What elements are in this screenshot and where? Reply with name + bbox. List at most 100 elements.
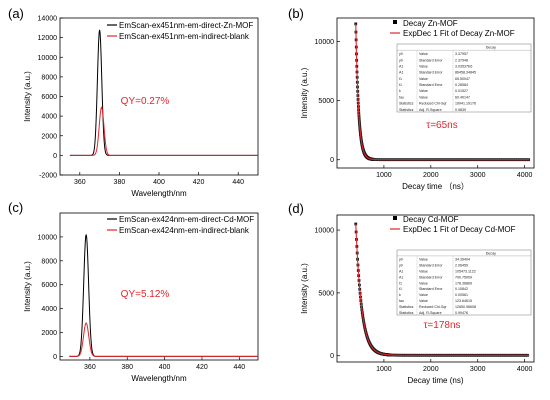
fit-table-cell: A1: [399, 275, 403, 279]
y-tick-label: 0: [330, 353, 334, 360]
fit-table-cell: Reduced Chi-Sqr: [419, 305, 447, 309]
y-tick-label: 6000: [41, 94, 57, 101]
x-axis-title: Decay time (ns): [407, 376, 463, 385]
fit-table-cell: 2.06459: [455, 264, 468, 268]
fit-table-cell: A1: [399, 269, 403, 273]
fit-table-cell: A1: [399, 64, 403, 68]
fit-table-cell: t1: [399, 281, 402, 285]
fit-table-cell: Value: [419, 89, 428, 93]
y-tick-label: 14000: [38, 16, 58, 23]
fit-table-cell: tau: [399, 95, 404, 99]
fit-table-header: Decay: [486, 251, 496, 255]
y-tick-label: 10000: [38, 234, 58, 241]
x-tick-label: 3000: [470, 366, 486, 373]
fit-table-cell: 0.01527: [455, 89, 468, 93]
fit-table-cell: 2.37948: [455, 58, 468, 62]
fit-table-cell: 0.9839: [455, 108, 466, 112]
y-axis-title: Intensity (a.u.): [300, 263, 309, 314]
fit-table: Decay y0 Value 3.37957 y0 Standard Error 2.379…: [396, 43, 532, 113]
x-tick-label: 380: [121, 364, 133, 371]
y-tick-label: 8000: [41, 74, 57, 81]
fit-table-cell: Statistics: [399, 311, 414, 315]
legend-swatch: [393, 216, 397, 220]
fit-table-cell: Standard Error: [419, 58, 443, 62]
series-line-2: [69, 106, 258, 156]
fit-table-cell: Standard Error: [419, 71, 443, 75]
legend-label: EmScan-ex424nm-em-direct-Cd-MOF: [119, 215, 254, 224]
x-tick-label: 420: [193, 179, 205, 186]
fit-table-cell: Standard Error: [419, 264, 443, 268]
x-axis-title: Wavelength/nm: [131, 189, 187, 198]
x-tick-label: 420: [196, 364, 208, 371]
x-tick-label: 380: [114, 179, 126, 186]
legend-label: Decay Zn-MOF: [403, 19, 458, 28]
fit-table-cell: Value: [419, 77, 428, 81]
y-axis-title: Intensity (a.u.): [23, 261, 32, 312]
fit-table-cell: Value: [419, 281, 428, 285]
panel-label: (b): [288, 6, 304, 21]
x-axis-title: Decay time （ns）: [402, 182, 469, 191]
x-tick-label: 1000: [376, 172, 392, 179]
fit-table-cell: Adj. R-Square: [419, 311, 442, 315]
fit-table-cell: Value: [419, 64, 428, 68]
fit-line: [355, 223, 530, 356]
y-tick-label: 6000: [41, 282, 57, 289]
annotation-label: QY=0.27%: [121, 96, 170, 107]
y-tick-label: 4000: [41, 114, 57, 121]
legend-swatch: [393, 20, 397, 24]
y-tick-label: 2000: [41, 330, 57, 337]
fit-table-border: [396, 43, 532, 113]
y-tick-label: 8000: [41, 258, 57, 265]
panel-d: (d) 1000 2000 3000 4000 0 5000 10000 Decay time …: [288, 201, 535, 385]
fit-table-cell: 105473.1122: [455, 269, 476, 273]
fit-table-cell: y0: [399, 264, 403, 268]
y-tick-label: 10000: [38, 55, 58, 62]
annotation-label: τ=178ns: [423, 320, 460, 331]
legend-label: Decay Cd-MOF: [403, 215, 459, 224]
x-tick-label: 3000: [470, 172, 486, 179]
x-tick-label: 360: [84, 364, 96, 371]
fit-table-cell: t1: [399, 287, 402, 291]
x-tick-label: 440: [233, 364, 245, 371]
fit-table-cell: Statistics: [399, 102, 414, 106]
fit-table-header: Decay: [486, 46, 496, 50]
fit-table-cell: Value: [419, 52, 428, 56]
y-axis-title: Intensity (a.u.): [300, 67, 309, 118]
fit-line: [355, 23, 530, 161]
decay-point: [354, 22, 358, 26]
fit-table-cell: Reduced Chi-Sqr: [419, 102, 447, 106]
y-tick-label: 5000: [318, 98, 334, 105]
plot-frame: [59, 212, 259, 361]
y-tick-label: 4000: [41, 306, 57, 313]
y-tick-label: -2000: [39, 173, 57, 180]
x-tick-label: 2000: [423, 172, 439, 179]
fit-table-cell: Value: [419, 293, 428, 297]
fit-table-cell: 86458.34845: [455, 71, 476, 75]
x-tick-label: 4000: [517, 366, 533, 373]
y-tick-label: 5000: [318, 290, 334, 297]
fit-table-cell: k: [399, 89, 401, 93]
panel-label: (c): [8, 200, 23, 215]
fit-table-cell: 60.40147: [455, 95, 470, 99]
legend-label: ExpDec 1 Fit of Decay Zn-MOF: [403, 29, 515, 38]
fit-table-cell: 65.50047: [455, 77, 470, 81]
fit-table-cell: Statistics: [399, 305, 414, 309]
fit-table-cell: 34.39404: [455, 258, 470, 262]
fit-table-cell: Value: [419, 299, 428, 303]
x-tick-label: 4000: [517, 172, 533, 179]
fit-table-cell: 123.64615: [455, 299, 472, 303]
x-tick-label: 2000: [423, 366, 439, 373]
fit-table-cell: Standard Error: [419, 275, 443, 279]
y-tick-label: 10000: [315, 39, 335, 46]
fit-table-cell: 19941.19176: [455, 102, 476, 106]
panel-c: (c) 360 380 400 420 440 0 2000 4000 6000 8000 10000…: [8, 200, 259, 383]
fit-table-cell: 0.10842: [455, 287, 468, 291]
fit-table-cell: Adj. R-Square: [419, 108, 442, 112]
plot-frame: [336, 214, 535, 363]
y-tick-label: 0: [53, 153, 57, 160]
fit-table-cell: t1: [399, 83, 402, 87]
fit-table-cell: 0.99476: [455, 311, 468, 315]
panel-label: (d): [288, 201, 304, 216]
fit-table-cell: Standard Error: [419, 83, 443, 87]
